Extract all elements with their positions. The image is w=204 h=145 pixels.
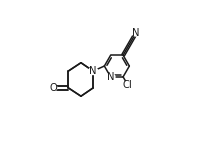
Text: N: N [132, 28, 139, 38]
Ellipse shape [106, 73, 114, 80]
Ellipse shape [88, 68, 97, 75]
Text: Cl: Cl [122, 80, 132, 90]
Ellipse shape [122, 81, 133, 88]
Text: N: N [106, 72, 114, 82]
Ellipse shape [131, 30, 139, 36]
Text: N: N [89, 66, 96, 76]
Ellipse shape [49, 85, 57, 91]
Text: O: O [49, 83, 57, 93]
